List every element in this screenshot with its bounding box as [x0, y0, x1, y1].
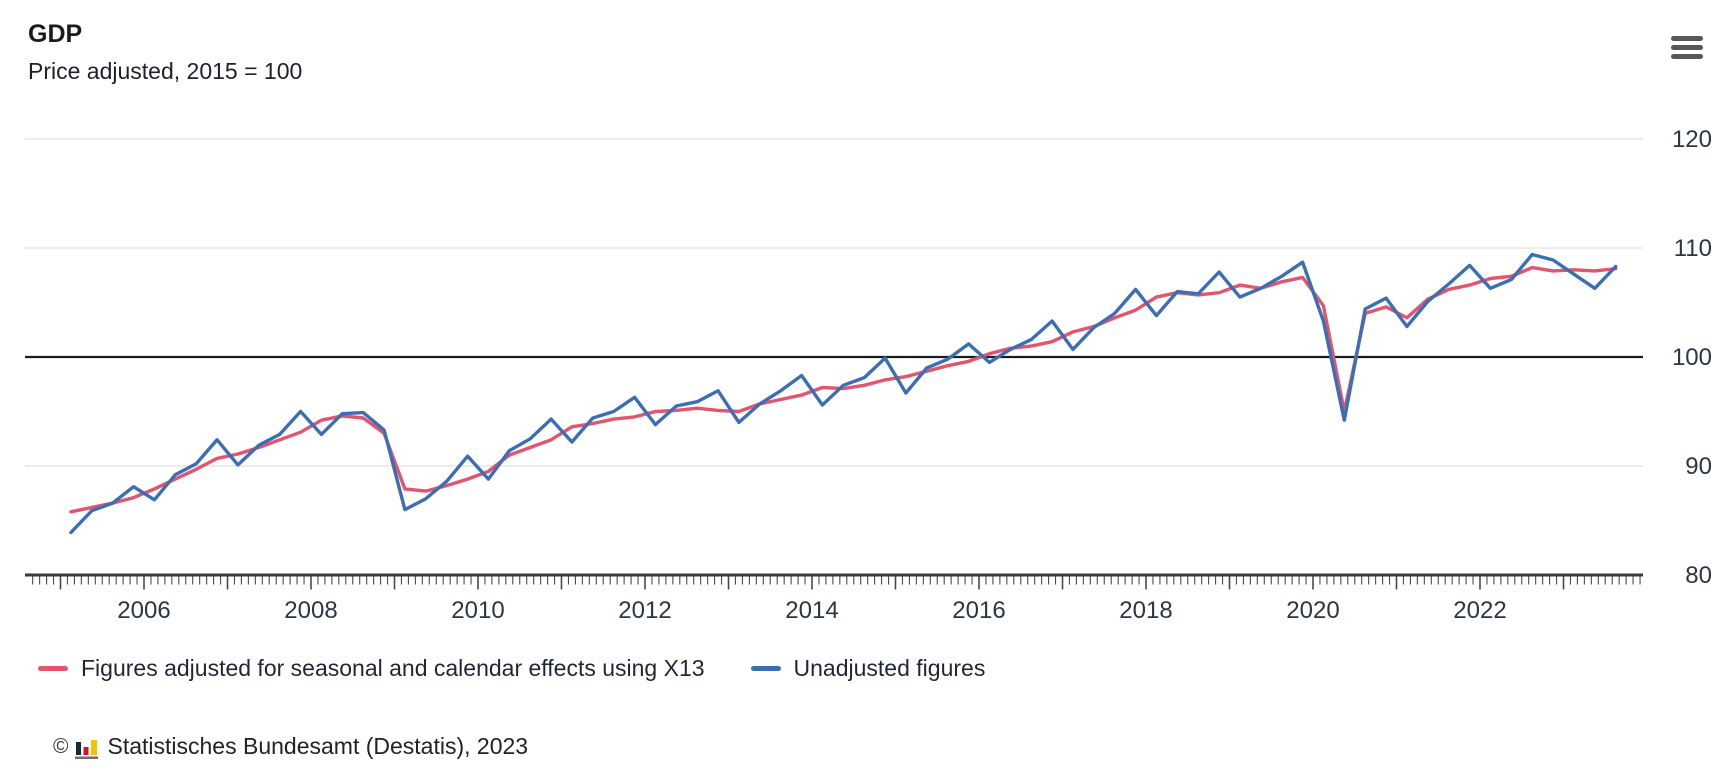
chart-subtitle: Price adjusted, 2015 = 100 [28, 58, 303, 84]
legend-label-unadjusted: Unadjusted figures [793, 655, 986, 681]
x-axis-label: 2018 [1119, 597, 1172, 624]
x-axis-label: 2022 [1453, 597, 1506, 624]
y-axis-label: 100 [1672, 344, 1712, 371]
source-line: © Statistisches Bundesamt (Destatis), 20… [53, 733, 528, 760]
x-axis-label: 2014 [785, 597, 838, 624]
copyright-symbol: © [53, 734, 69, 758]
y-axis-label: 120 [1672, 126, 1712, 153]
y-axis-label: 110 [1674, 235, 1712, 262]
hamburger-menu-icon [1671, 35, 1705, 59]
x-axis-label: 2016 [952, 597, 1005, 624]
series-line-adjusted [69, 265, 1618, 514]
chart-menu-button[interactable] [1669, 30, 1707, 64]
hamburger-bar [1671, 35, 1703, 41]
x-axis-label: 2020 [1286, 597, 1339, 624]
legend-label-adjusted: Figures adjusted for seasonal and calend… [81, 655, 705, 681]
legend-item-unadjusted[interactable]: Unadjusted figures [750, 655, 986, 682]
gdp-line-chart: 80 90 100 110 120 2006 2008 2010 2012 2014 2016 201… [25, 126, 1712, 624]
x-axis-label: 2006 [117, 597, 170, 624]
x-axis-label: 2010 [451, 597, 504, 624]
x-axis-label: 2008 [284, 597, 337, 624]
unadjusted-series-swatch [750, 666, 781, 671]
legend-item-adjusted[interactable]: Figures adjusted for seasonal and calend… [38, 655, 705, 682]
series-line-unadjusted [69, 252, 1618, 535]
source-text: Statistisches Bundesamt (Destatis), 2023 [107, 733, 529, 759]
adjusted-series-swatch [38, 666, 68, 671]
hamburger-bar [1671, 53, 1703, 59]
destatis-logo-icon [75, 739, 99, 759]
y-axis-label: 90 [1685, 453, 1712, 480]
y-axis-label: 80 [1685, 562, 1712, 589]
chart-legend: Figures adjusted for seasonal and calend… [38, 655, 985, 682]
x-axis-label: 2012 [618, 597, 671, 624]
hamburger-bar [1671, 44, 1703, 50]
chart-title: GDP [28, 20, 83, 48]
